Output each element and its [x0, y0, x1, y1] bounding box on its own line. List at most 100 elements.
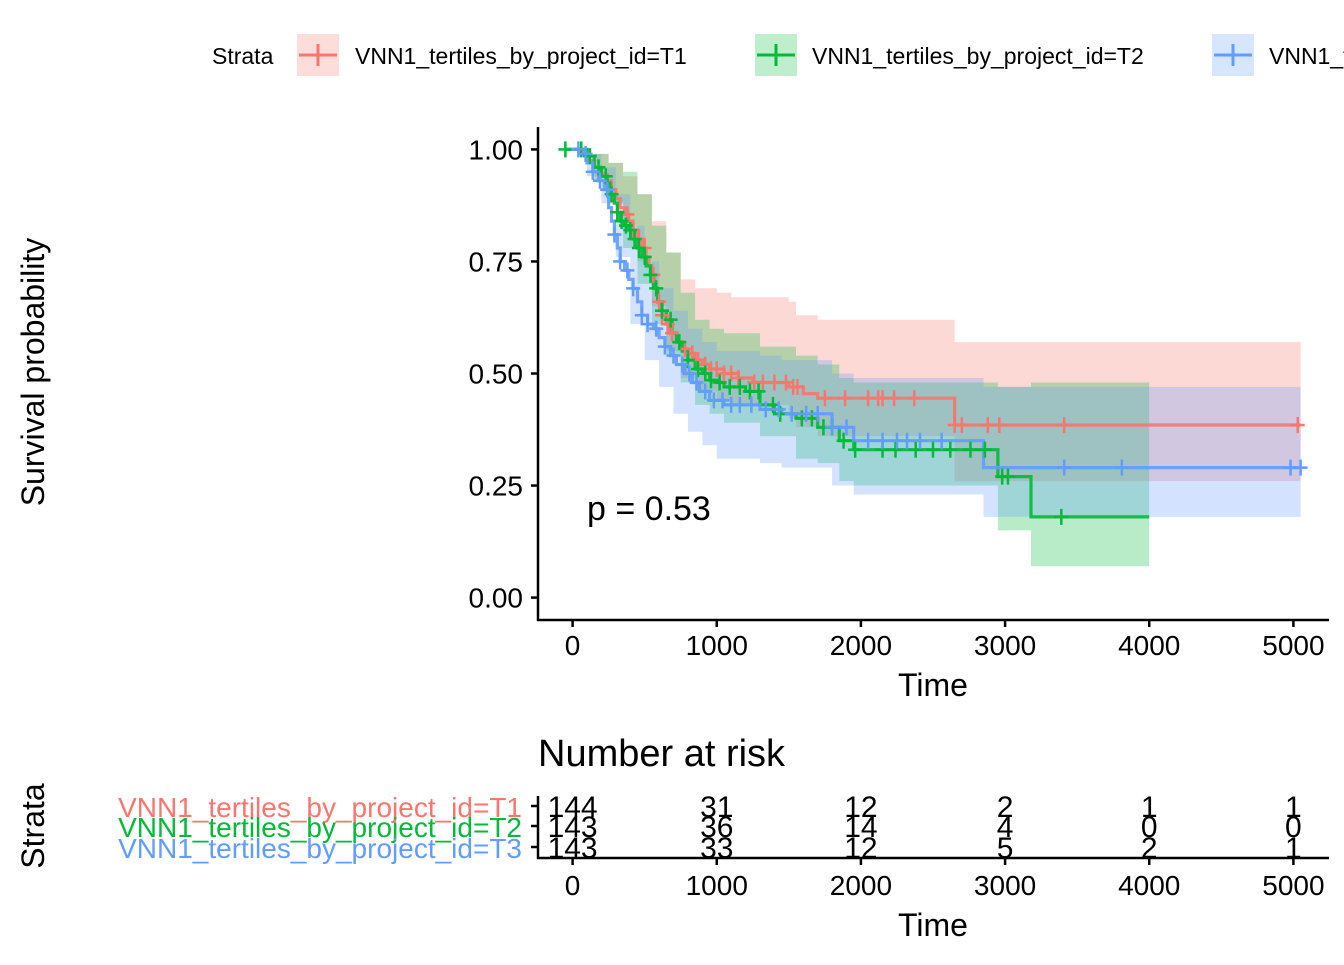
risk-cell-t1: 12	[844, 791, 877, 824]
censor-mark-t2	[908, 441, 923, 458]
y-axis-title: Survival probability	[15, 238, 51, 507]
censor-mark-t1	[709, 361, 724, 378]
censor-mark-t2	[943, 441, 958, 458]
risk-cell-t1: 31	[700, 791, 733, 824]
risk-x-tick-label: 4000	[1118, 870, 1180, 901]
risk-y-axis-title: Strata	[15, 783, 51, 869]
x-tick-label: 5000	[1262, 630, 1324, 661]
legend-entry-t1: VNN1_tertiles_by_project_id=T1	[297, 34, 687, 76]
x-tick-label: 3000	[974, 630, 1036, 661]
censor-mark-t2	[627, 231, 642, 248]
censor-mark-t2	[977, 441, 992, 458]
censor-mark-t3	[600, 181, 615, 198]
risk-strata-labels: VNN1_tertiles_by_project_id=T1VNN1_terti…	[118, 792, 522, 864]
censor-mark-t2	[672, 334, 687, 351]
risk-cell-t1: 144	[548, 791, 598, 824]
censor-mark-t3	[771, 401, 786, 418]
x-axis-ticks: 0 1000 2000 3000 4000 5000	[565, 620, 1325, 661]
censor-mark-t3	[758, 401, 773, 418]
risk-cell-t1: 2	[997, 791, 1014, 824]
censor-mark-t2	[712, 374, 727, 391]
censor-mark-t3	[675, 356, 690, 373]
censor-mark-t3	[934, 432, 949, 449]
censor-mark-t2	[888, 441, 903, 458]
legend-title: Strata	[212, 43, 274, 69]
y-axis-ticks: 0.00 0.25 0.50 0.75 1.00	[469, 134, 538, 614]
censor-mark-t3	[592, 172, 607, 189]
censor-mark-t3	[900, 432, 915, 449]
censor-mark-t3	[861, 432, 876, 449]
censor-mark-t2	[663, 311, 678, 328]
risk-x-tick-label: 5000	[1262, 870, 1324, 901]
censor-mark-t3	[649, 320, 664, 337]
censor-mark-t3	[682, 365, 697, 382]
censor-mark-t2	[836, 432, 851, 449]
censor-mark-t3	[585, 163, 600, 180]
risk-table: Number at risk VNN1_tertiles_by_project_…	[15, 733, 1329, 943]
ci-band-t2	[565, 149, 1150, 567]
censor-mark-t3	[1114, 459, 1129, 476]
censor-mark-t2	[558, 141, 573, 158]
censor-mark-t3	[810, 405, 825, 422]
censor-mark-t2	[1000, 468, 1015, 485]
censor-mark-t1	[665, 325, 680, 342]
censor-mark-t3	[689, 374, 704, 391]
censor-mark-t2	[631, 240, 646, 257]
censor-mark-t2	[654, 302, 669, 319]
risk-label-t1: VNN1_tertiles_by_project_id=T1	[118, 792, 522, 823]
censor-mark-t3	[640, 316, 655, 333]
risk-cell-t2: 0	[1285, 811, 1302, 844]
censor-mark-t3	[715, 392, 730, 409]
censor-mark-t3	[839, 419, 854, 436]
censor-mark-t1	[724, 365, 739, 382]
legend: Strata VNN1_tertiles_by_project_id=T1 VN…	[212, 34, 1344, 76]
survival-plot: 0.00 0.25 0.50 0.75 1.00 0 1000 2000 3000 4000 50…	[15, 127, 1329, 703]
risk-x-axis-title: Time	[898, 907, 968, 943]
risk-label-t2: VNN1_tertiles_by_project_id=T2	[118, 812, 522, 843]
censor-mark-t2	[1054, 508, 1069, 525]
censor-mark-t1	[817, 390, 832, 407]
censor-mark-t3	[875, 432, 890, 449]
censor-mark-t3	[784, 405, 799, 422]
legend-entry-t3: VNN1_tertiles_by_project_id=T3	[1212, 34, 1344, 76]
censor-mark-t3	[666, 347, 681, 364]
censor-mark-t2	[610, 204, 625, 221]
censor-mark-t1	[992, 417, 1007, 434]
censor-mark-t1	[652, 293, 667, 310]
x-axis-title: Time	[898, 667, 968, 703]
p-value-annotation: p = 0.53	[587, 490, 711, 528]
censor-mark-t2	[703, 372, 718, 389]
risk-x-tick-label: 0	[565, 870, 581, 901]
censor-mark-t2	[649, 280, 664, 297]
y-tick-label: 1.00	[469, 134, 524, 165]
risk-cell-t2: 4	[997, 811, 1014, 844]
censor-mark-t2	[926, 441, 940, 458]
legend-label-t3: VNN1_tertiles_by_project_id=T3	[1269, 43, 1344, 69]
risk-cell-t2: 36	[700, 811, 733, 844]
y-tick-label: 0.25	[469, 471, 524, 502]
y-tick-label: 0.75	[469, 246, 524, 277]
censor-mark-t1	[790, 378, 805, 395]
risk-cell-t1: 1	[1141, 791, 1158, 824]
censor-mark-t2	[848, 441, 863, 458]
risk-cell-t1: 1	[1285, 791, 1302, 824]
censor-mark-t1	[838, 390, 853, 407]
censor-mark-t1	[1057, 417, 1072, 434]
x-tick-label: 0	[565, 630, 581, 661]
censor-marks	[558, 141, 1308, 525]
censor-mark-t3	[657, 338, 672, 355]
censor-mark-t2	[643, 266, 658, 283]
y-tick-label: 0.00	[469, 583, 524, 614]
censor-mark-t2	[963, 441, 978, 458]
censor-mark-t3	[744, 396, 759, 413]
censor-mark-t3	[1293, 459, 1308, 476]
risk-x-axis-ticks: 0 1000 2000 3000 4000 5000	[565, 858, 1325, 901]
legend-entry-t2: VNN1_tertiles_by_project_id=T2	[755, 34, 1144, 76]
censor-mark-t1	[887, 390, 902, 407]
censor-mark-t2	[623, 222, 638, 239]
censor-mark-t3	[607, 226, 622, 243]
x-tick-label: 2000	[830, 630, 892, 661]
censor-mark-t3	[634, 307, 649, 324]
